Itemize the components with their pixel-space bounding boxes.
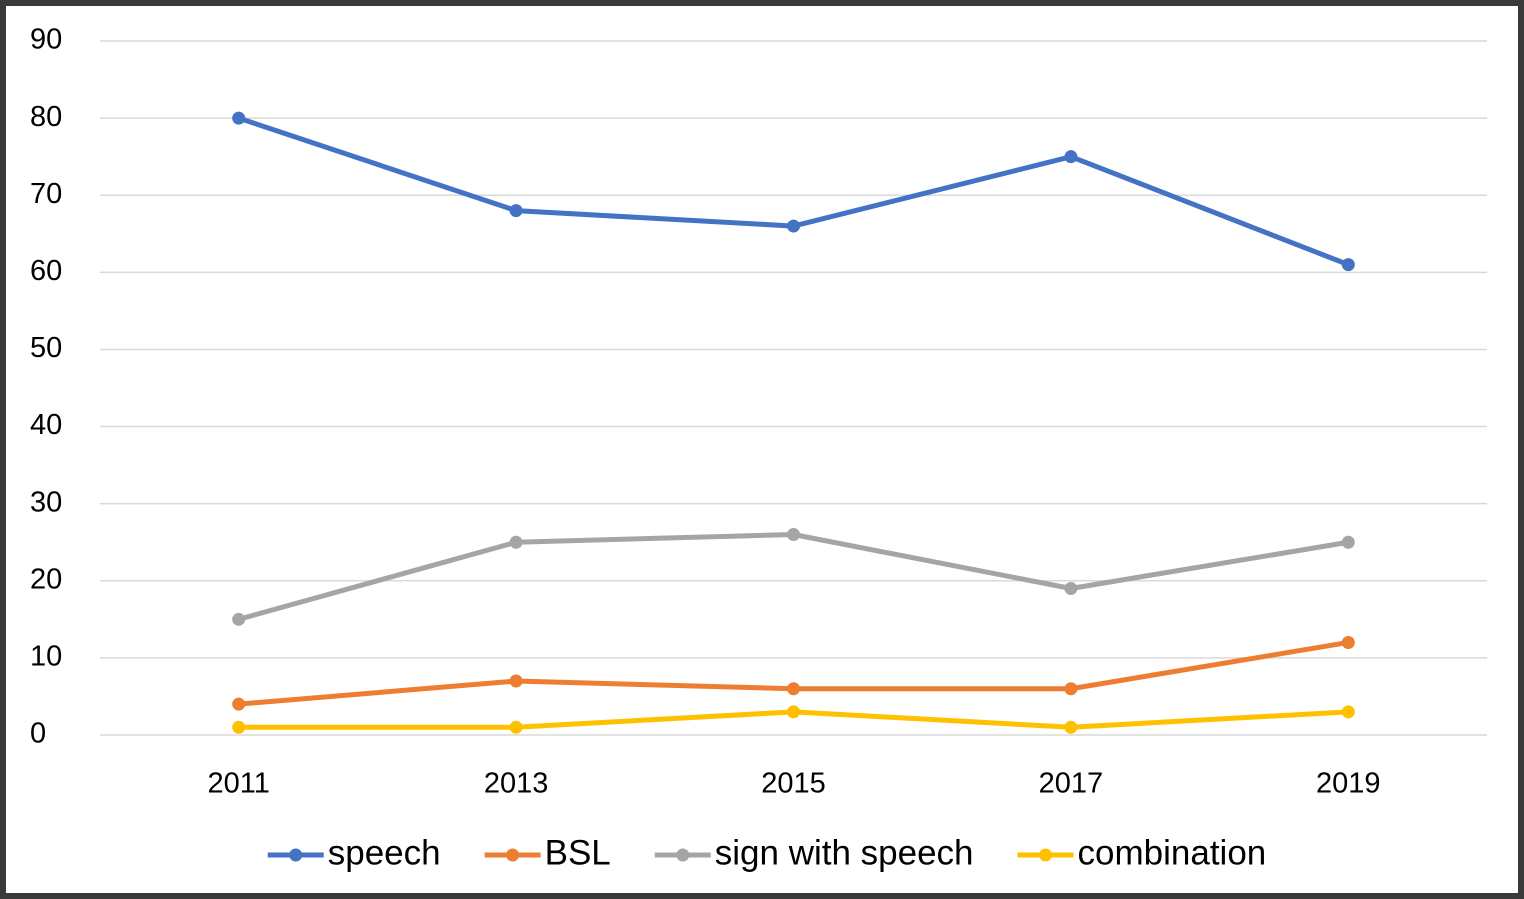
data-point xyxy=(232,111,246,125)
data-point xyxy=(509,204,523,218)
data-point xyxy=(787,528,800,542)
legend-marker xyxy=(506,848,520,862)
y-tick-label: 10 xyxy=(30,641,62,673)
x-tick-label: 2011 xyxy=(208,768,270,800)
legend: speech BSL sign with speech combination xyxy=(267,833,1267,872)
y-tick-label: 20 xyxy=(30,563,62,595)
data-point xyxy=(1341,705,1355,719)
data-point xyxy=(232,612,246,626)
data-point xyxy=(509,674,523,688)
legend-label: combination xyxy=(1078,833,1267,872)
data-point xyxy=(1064,150,1078,164)
data-point xyxy=(787,682,800,696)
y-tick-label: 0 xyxy=(30,718,46,750)
data-point xyxy=(509,535,523,549)
data-point xyxy=(1341,635,1355,649)
legend-marker xyxy=(676,848,690,862)
y-tick-label: 40 xyxy=(30,409,62,441)
legend-label: sign with speech xyxy=(715,833,974,872)
y-tick-label: 70 xyxy=(30,178,62,210)
data-point xyxy=(509,720,523,734)
data-point xyxy=(1064,720,1078,734)
data-point xyxy=(1341,535,1355,549)
y-tick-label: 90 xyxy=(30,24,62,56)
x-tick-label: 2019 xyxy=(1316,768,1381,800)
data-point xyxy=(1064,682,1078,696)
data-point xyxy=(1064,581,1078,595)
y-tick-label: 30 xyxy=(30,486,62,518)
x-tick-label: 2017 xyxy=(1039,768,1104,800)
data-point xyxy=(1341,258,1355,272)
x-tick-label: 2015 xyxy=(761,768,826,800)
y-tick-label: 50 xyxy=(30,332,62,364)
data-point xyxy=(787,219,800,233)
legend-label: speech xyxy=(328,833,441,872)
y-tick-label: 80 xyxy=(30,101,62,133)
data-point xyxy=(232,697,246,711)
x-tick-label: 2013 xyxy=(484,768,549,800)
legend-marker xyxy=(289,848,303,862)
data-point xyxy=(787,705,800,719)
y-tick-label: 60 xyxy=(30,255,62,287)
data-point xyxy=(232,720,246,734)
legend-marker xyxy=(1039,848,1053,862)
legend-label: BSL xyxy=(545,833,611,872)
